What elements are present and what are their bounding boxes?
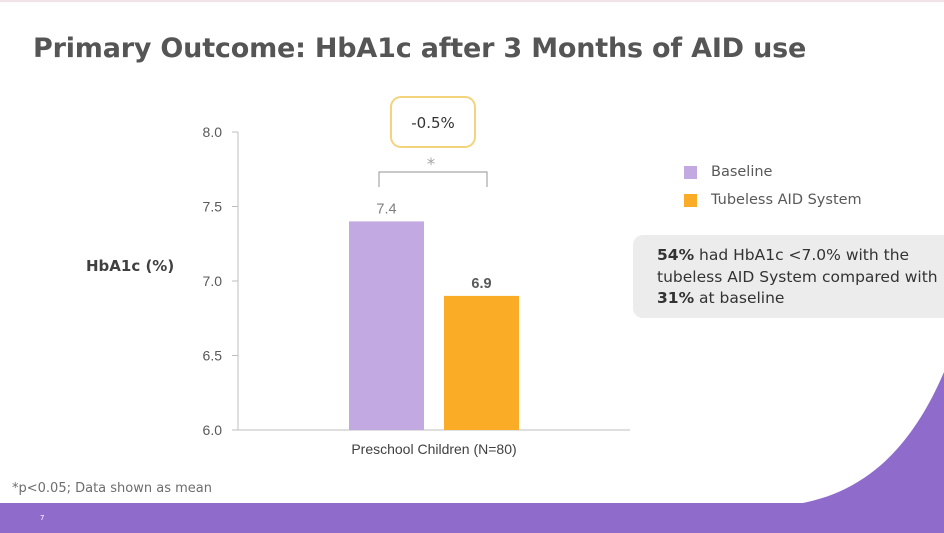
data-label-aid: 6.9 (471, 276, 491, 292)
legend-swatch-baseline (684, 165, 697, 179)
x-category-label: Preschool Children (N=80) (351, 441, 516, 457)
y-tick-label: 8.0 (203, 124, 223, 140)
callout-pct-aid: 54% (657, 246, 695, 264)
legend-item-aid: Tubeless AID System (684, 186, 862, 214)
callout-text-2: at baseline (694, 289, 785, 307)
y-axis-label: HbA1c (%) (86, 257, 175, 275)
bar-aid (444, 295, 519, 430)
y-tick-label: 7.5 (203, 199, 223, 215)
result-callout: 54% had HbA1c <7.0% with the tubeless AI… (633, 235, 944, 318)
difference-box (390, 96, 476, 148)
legend-label-baseline: Baseline (711, 164, 773, 180)
callout-pct-baseline: 31% (657, 289, 695, 307)
bars: 7.4 6.9 (349, 201, 519, 430)
difference-label: -0.5% (411, 114, 455, 132)
footer-bar (0, 503, 944, 533)
legend: Baseline Tubeless AID System (684, 158, 862, 214)
slide-title: Primary Outcome: HbA1c after 3 Months of… (33, 33, 807, 64)
page-number: 7 (40, 514, 45, 522)
y-ticks: 6.0 6.5 7.0 7.5 8.0 (203, 124, 238, 438)
y-tick-label: 6.5 (203, 348, 223, 364)
footnote: *p<0.05; Data shown as mean (12, 481, 212, 496)
data-label-baseline: 7.4 (376, 201, 396, 217)
y-tick-label: 6.0 (203, 422, 223, 438)
bar-baseline (349, 221, 424, 430)
significance-bracket (378, 171, 488, 187)
legend-item-baseline: Baseline (684, 158, 862, 186)
legend-swatch-aid (684, 193, 697, 207)
legend-label-aid: Tubeless AID System (711, 192, 862, 208)
significance-marker: * (427, 155, 436, 175)
y-tick-label: 7.0 (203, 273, 223, 289)
top-divider (0, 0, 944, 2)
callout-text-1: had HbA1c <7.0% with the tubeless AID Sy… (657, 246, 938, 286)
